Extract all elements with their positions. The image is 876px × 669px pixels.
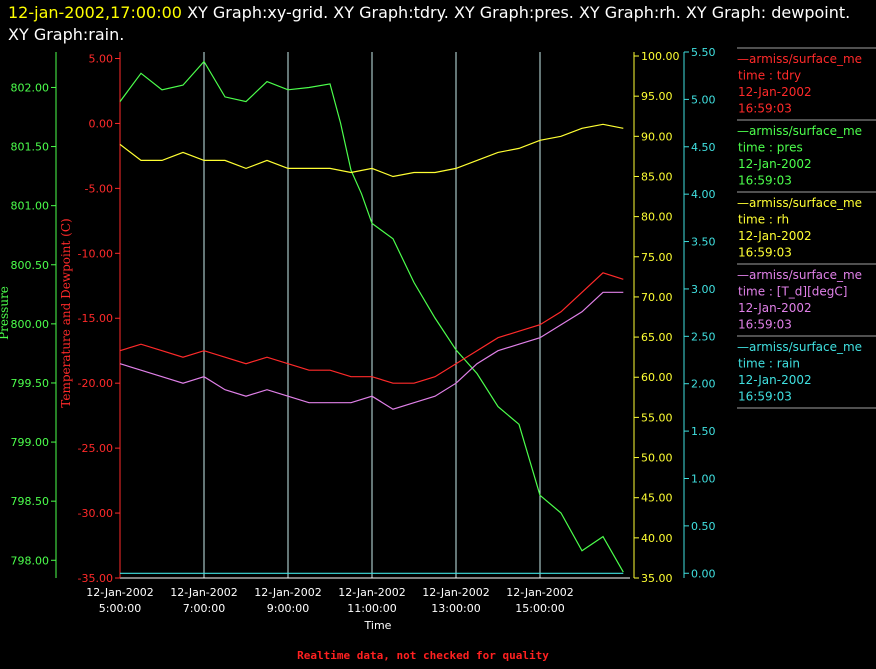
legend-time: 16:59:03 <box>738 318 792 332</box>
pres-tick-label: 800.00 <box>11 318 50 331</box>
rh-tick-label: 60.00 <box>641 371 673 384</box>
header-title: XY Graph:xy-grid. XY Graph:tdry. XY Grap… <box>8 3 851 44</box>
x-tick-time: 7:00:00 <box>183 602 225 615</box>
rh-tick-label: 95.00 <box>641 90 673 103</box>
x-tick-time: 5:00:00 <box>99 602 141 615</box>
rh-tick-label: 50.00 <box>641 452 673 465</box>
rh-tick-label: 35.00 <box>641 572 673 585</box>
temp-tick-label: -10.00 <box>78 247 113 260</box>
legend-series-name: —armiss/surface_me <box>737 124 862 138</box>
x-tick-date: 12-Jan-2002 <box>506 586 574 599</box>
temp-axis-title: Temperature and Dewpoint (C) <box>59 218 73 407</box>
temp-tick-label: -20.00 <box>78 377 113 390</box>
legend-date: 12-Jan-2002 <box>738 301 812 315</box>
legend-date: 12-Jan-2002 <box>738 157 812 171</box>
dewpoint-series-line <box>119 291 624 410</box>
rain-tick-label: 4.50 <box>691 141 716 154</box>
rain-tick-label: 1.00 <box>691 472 716 485</box>
pres-tick-label: 799.50 <box>11 377 50 390</box>
rh-tick-label: 45.00 <box>641 492 673 505</box>
temp-tick-label: -35.00 <box>78 572 113 585</box>
x-axis-title: Time <box>364 619 392 632</box>
rain-tick-label: 5.00 <box>691 93 716 106</box>
temp-tick-label: 0.00 <box>89 117 114 130</box>
pres-tick-label: 798.00 <box>11 554 50 567</box>
pres-tick-label: 801.50 <box>11 141 50 154</box>
legend-series-label: time : rh <box>738 213 789 227</box>
series-layer <box>119 60 624 574</box>
legend-series-name: —armiss/surface_me <box>737 268 862 282</box>
rh-tick-label: 100.00 <box>641 50 680 63</box>
graph-header: 12-jan-2002,17:00:00 XY Graph:xy-grid. X… <box>8 2 874 46</box>
rh-tick-label: 40.00 <box>641 532 673 545</box>
temp-tick-label: 5.00 <box>89 52 114 65</box>
rain-tick-label: 1.50 <box>691 425 716 438</box>
grid-layer <box>203 52 541 578</box>
rh-tick-label: 90.00 <box>641 130 673 143</box>
rh-tick-label: 70.00 <box>641 291 673 304</box>
rain-tick-label: 3.50 <box>691 236 716 249</box>
legend-series-name: —armiss/surface_me <box>737 340 862 354</box>
temp-tick-label: -30.00 <box>78 507 113 520</box>
x-tick-date: 12-Jan-2002 <box>422 586 490 599</box>
rain-tick-label: 5.50 <box>691 46 716 59</box>
pres-tick-label: 800.50 <box>11 259 50 272</box>
rain-tick-label: 2.50 <box>691 330 716 343</box>
quality-note: Realtime data, not checked for quality <box>297 649 549 662</box>
rain-tick-label: 2.00 <box>691 378 716 391</box>
rh-series-line <box>119 123 624 178</box>
rain-tick-label: 0.00 <box>691 567 716 580</box>
legend-time: 16:59:03 <box>738 246 792 260</box>
x-tick-date: 12-Jan-2002 <box>338 586 406 599</box>
legend-series-name: —armiss/surface_me <box>737 52 862 66</box>
legend-date: 12-Jan-2002 <box>738 229 812 243</box>
legend-date: 12-Jan-2002 <box>738 373 812 387</box>
x-tick-time: 9:00:00 <box>267 602 309 615</box>
legend-series-label: time : pres <box>738 141 803 155</box>
rh-tick-label: 85.00 <box>641 170 673 183</box>
rh-tick-label: 80.00 <box>641 211 673 224</box>
legend-series-label: time : tdry <box>738 69 801 83</box>
pres-axis-title: Pressure <box>0 286 11 340</box>
axes-layer: 12-Jan-2002 5:00:00 12-Jan-2002 7:00:00 12-J… <box>0 46 716 615</box>
legend-time: 16:59:03 <box>738 102 792 116</box>
rh-tick-label: 55.00 <box>641 411 673 424</box>
x-tick-time: 11:00:00 <box>347 602 396 615</box>
rain-tick-label: 4.00 <box>691 188 716 201</box>
temp-tick-label: -25.00 <box>78 442 113 455</box>
x-tick-date: 12-Jan-2002 <box>254 586 322 599</box>
temp-tick-label: -5.00 <box>85 182 113 195</box>
x-tick-time: 13:00:00 <box>431 602 480 615</box>
pres-tick-label: 798.50 <box>11 495 50 508</box>
legend-date: 12-Jan-2002 <box>738 85 812 99</box>
pres-series-line <box>119 60 624 573</box>
temp-tick-label: -15.00 <box>78 312 113 325</box>
rain-tick-label: 0.50 <box>691 520 716 533</box>
x-tick-time: 15:00:00 <box>515 602 564 615</box>
rh-tick-label: 65.00 <box>641 331 673 344</box>
legend-series-name: —armiss/surface_me <box>737 196 862 210</box>
pres-tick-label: 802.00 <box>11 81 50 94</box>
rh-tick-label: 75.00 <box>641 251 673 264</box>
tdry-series-line <box>119 272 624 384</box>
legend-time: 16:59:03 <box>738 174 792 188</box>
legend-series-label: time : [T_d][degC] <box>738 285 847 299</box>
legend-series-label: time : rain <box>738 357 800 371</box>
legend-time: 16:59:03 <box>738 390 792 404</box>
pres-tick-label: 801.00 <box>11 200 50 213</box>
header-datetime: 12-jan-2002,17:00:00 <box>8 3 182 22</box>
pres-tick-label: 799.00 <box>11 436 50 449</box>
x-tick-date: 12-Jan-2002 <box>170 586 238 599</box>
x-tick-date: 12-Jan-2002 <box>86 586 154 599</box>
rain-tick-label: 3.00 <box>691 283 716 296</box>
